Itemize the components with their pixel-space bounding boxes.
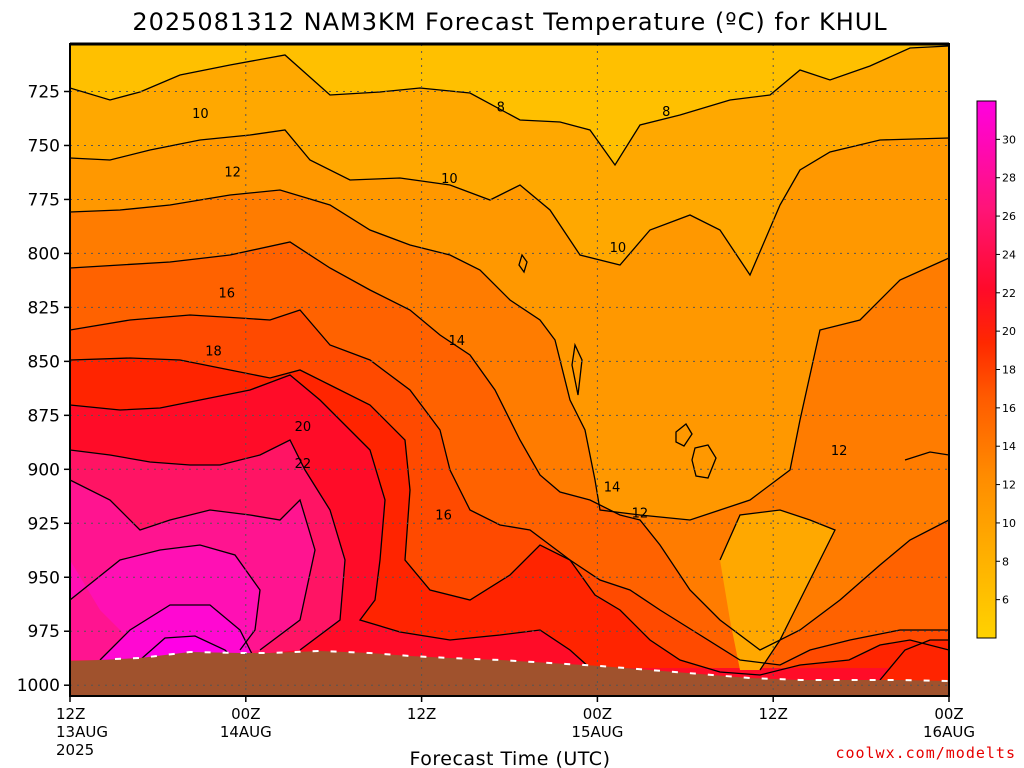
colorbar-label-16: 16 <box>1002 402 1016 415</box>
contour-label-20-13: 20 <box>295 420 312 435</box>
contour-label-14-8: 14 <box>448 334 465 349</box>
contour-label-8-0: 8 <box>497 101 505 116</box>
contour-label-12-6: 12 <box>831 444 848 459</box>
contour-island-1 <box>518 253 528 274</box>
contour-14 <box>70 241 949 651</box>
y-tick-label-825: 825 <box>28 298 60 318</box>
y-tick-label-900: 900 <box>28 460 60 480</box>
x-tick-label-top-2: 12Z <box>407 705 436 723</box>
y-tick-label-800: 800 <box>28 244 60 264</box>
y-tick-label-775: 775 <box>28 190 60 210</box>
contour-10 <box>70 129 949 277</box>
x-tick-label-mid-5: 16AUG <box>923 723 975 741</box>
x-tick-label-top-0: 12Z <box>56 705 85 723</box>
contour-label-10-4: 10 <box>610 241 627 256</box>
contour-label-14-9: 14 <box>604 481 621 496</box>
y-tick-label-925: 925 <box>28 514 60 534</box>
y-tick-label-750: 750 <box>28 136 60 156</box>
contour-cool-pocket <box>719 509 836 671</box>
colorbar: 6 8 10 12 14 16 18 20 22 24 26 28 30 <box>976 100 1016 639</box>
contour-20 <box>70 374 591 669</box>
chart-title: 2025081312 NAM3KM Forecast Temperature (… <box>132 8 887 36</box>
x-tick-label-mid-3: 15AUG <box>571 723 623 741</box>
colorbar-label-10: 10 <box>1002 517 1016 530</box>
contour-label-16-11: 16 <box>435 509 452 524</box>
contour-label-8-1: 8 <box>662 105 670 120</box>
cool-pocket <box>720 510 835 670</box>
contour-16 <box>70 309 949 666</box>
colorbar-label-22: 22 <box>1002 287 1016 300</box>
credit-text: coolwx.com/modelts <box>835 744 1016 762</box>
y-tick-label-850: 850 <box>28 352 60 372</box>
contour-label-18-12: 18 <box>205 345 222 360</box>
colorbar-label-12: 12 <box>1002 479 1016 492</box>
colorbar-label-14: 14 <box>1002 440 1016 453</box>
y-tick-label-950: 950 <box>28 568 60 588</box>
x-axis-label: Forecast Time (UTC) <box>410 748 611 768</box>
colorbar-label-30: 30 <box>1002 133 1016 146</box>
colorbar-label-26: 26 <box>1002 210 1016 223</box>
contour-18 <box>70 357 949 676</box>
contour-label-12-5: 12 <box>224 165 241 180</box>
x-tick-label-top-1: 00Z <box>231 705 260 723</box>
y-tick-label-975: 975 <box>28 622 60 642</box>
contour-label-10-3: 10 <box>441 172 458 187</box>
y-axis: 725 750 775 800 825 850 875 900 925 950 975 1000 <box>17 82 70 696</box>
contour-island-4 <box>571 342 583 396</box>
x-tick-label-bot-0: 2025 <box>56 741 94 759</box>
contour-labels: 8 8 10 10 10 12 12 12 14 14 16 16 18 20 22 <box>192 101 847 524</box>
contour-warm-pocket <box>879 639 949 681</box>
contour-22 <box>70 439 346 651</box>
contour-island-3 <box>675 423 693 447</box>
contour-26 <box>70 544 261 651</box>
contour-8 <box>70 45 949 167</box>
colorbar-strip <box>976 100 997 639</box>
contour-label-22-14: 22 <box>295 457 312 472</box>
contour-island-2 <box>691 444 717 479</box>
x-tick-label-top-4: 12Z <box>759 705 788 723</box>
contour-28 <box>99 604 256 661</box>
colorbar-label-18: 18 <box>1002 364 1016 377</box>
contour-island-5 <box>904 451 949 461</box>
colorbar-label-8: 8 <box>1002 555 1009 568</box>
y-tick-label-725: 725 <box>28 82 60 102</box>
y-tick-label-1000: 1000 <box>17 676 60 696</box>
contour-24 <box>70 479 316 651</box>
colorbar-label-6: 6 <box>1002 594 1009 607</box>
x-tick-label-top-3: 00Z <box>583 705 612 723</box>
contour-label-12-7: 12 <box>632 506 649 521</box>
colorbar-label-20: 20 <box>1002 325 1016 338</box>
contour-lines <box>70 45 949 681</box>
y-tick-label-875: 875 <box>28 406 60 426</box>
contour-label-10-2: 10 <box>192 107 209 122</box>
warm-pocket-right <box>880 640 949 685</box>
colorbar-label-28: 28 <box>1002 172 1016 185</box>
contour-12 <box>70 189 949 521</box>
contour-label-16-10: 16 <box>218 286 235 301</box>
colorbar-label-24: 24 <box>1002 248 1016 261</box>
ground-edge <box>114 649 950 682</box>
temperature-bands <box>70 44 949 696</box>
x-tick-label-mid-1: 14AUG <box>220 723 272 741</box>
x-tick-label-mid-0: 13AUG <box>56 723 108 741</box>
x-tick-label-top-5: 00Z <box>934 705 963 723</box>
